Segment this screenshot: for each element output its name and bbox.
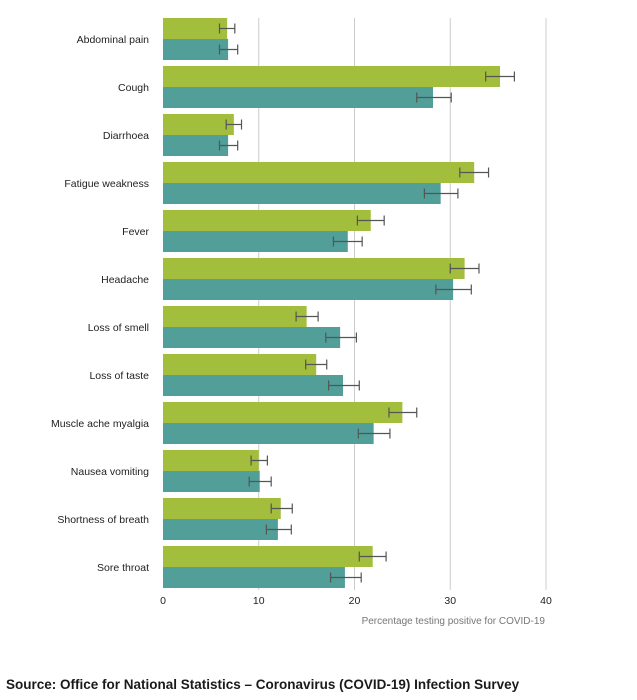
- bar: [163, 279, 454, 300]
- bar: [163, 354, 317, 375]
- bar: [163, 114, 234, 135]
- category-label: Nausea vomiting: [71, 466, 149, 478]
- bar: [163, 423, 374, 444]
- error-bars-layer: [218, 23, 516, 583]
- category-label: Sore throat: [97, 562, 149, 574]
- x-axis-title: Percentage testing positive for COVID-19: [362, 616, 546, 627]
- bar: [163, 210, 371, 231]
- category-label: Muscle ache myalgia: [51, 418, 149, 430]
- bar: [163, 567, 345, 588]
- bar: [163, 519, 278, 540]
- bar: [163, 471, 260, 492]
- bar: [163, 231, 348, 252]
- bar: [163, 306, 307, 327]
- bar: [163, 498, 281, 519]
- category-label: Shortness of breath: [57, 514, 149, 526]
- bar: [163, 183, 441, 204]
- bars-layer: [163, 18, 501, 588]
- labels-layer: 0 10 20 30 40 Abdominal pain Cough Diarrhoea Fat…: [51, 34, 552, 607]
- bar: [163, 375, 344, 396]
- category-label: Cough: [118, 82, 149, 94]
- bar: [163, 450, 259, 471]
- category-label: Loss of smell: [88, 322, 149, 334]
- source-note: Source: Office for National Statistics –…: [6, 677, 520, 692]
- bar: [163, 258, 465, 279]
- bar: [163, 162, 475, 183]
- category-label: Headache: [101, 274, 149, 286]
- x-tick-label: 20: [349, 595, 361, 607]
- bar: [163, 135, 229, 156]
- bar: [163, 402, 403, 423]
- category-label: Loss of taste: [89, 370, 149, 382]
- bar: [163, 18, 228, 39]
- x-tick-label: 0: [160, 595, 166, 607]
- category-label: Diarrhoea: [103, 130, 149, 142]
- x-tick-label: 30: [444, 595, 456, 607]
- bar: [163, 39, 229, 60]
- category-label: Fever: [122, 226, 149, 238]
- grid-layer: [258, 18, 547, 590]
- category-label: Fatigue weakness: [64, 178, 149, 190]
- x-tick-label: 40: [540, 595, 552, 607]
- bar: [163, 327, 341, 348]
- x-tick-label: 10: [253, 595, 265, 607]
- category-label: Abdominal pain: [77, 34, 150, 46]
- bar: [163, 87, 434, 108]
- bar: [163, 546, 373, 567]
- bar: [163, 66, 501, 87]
